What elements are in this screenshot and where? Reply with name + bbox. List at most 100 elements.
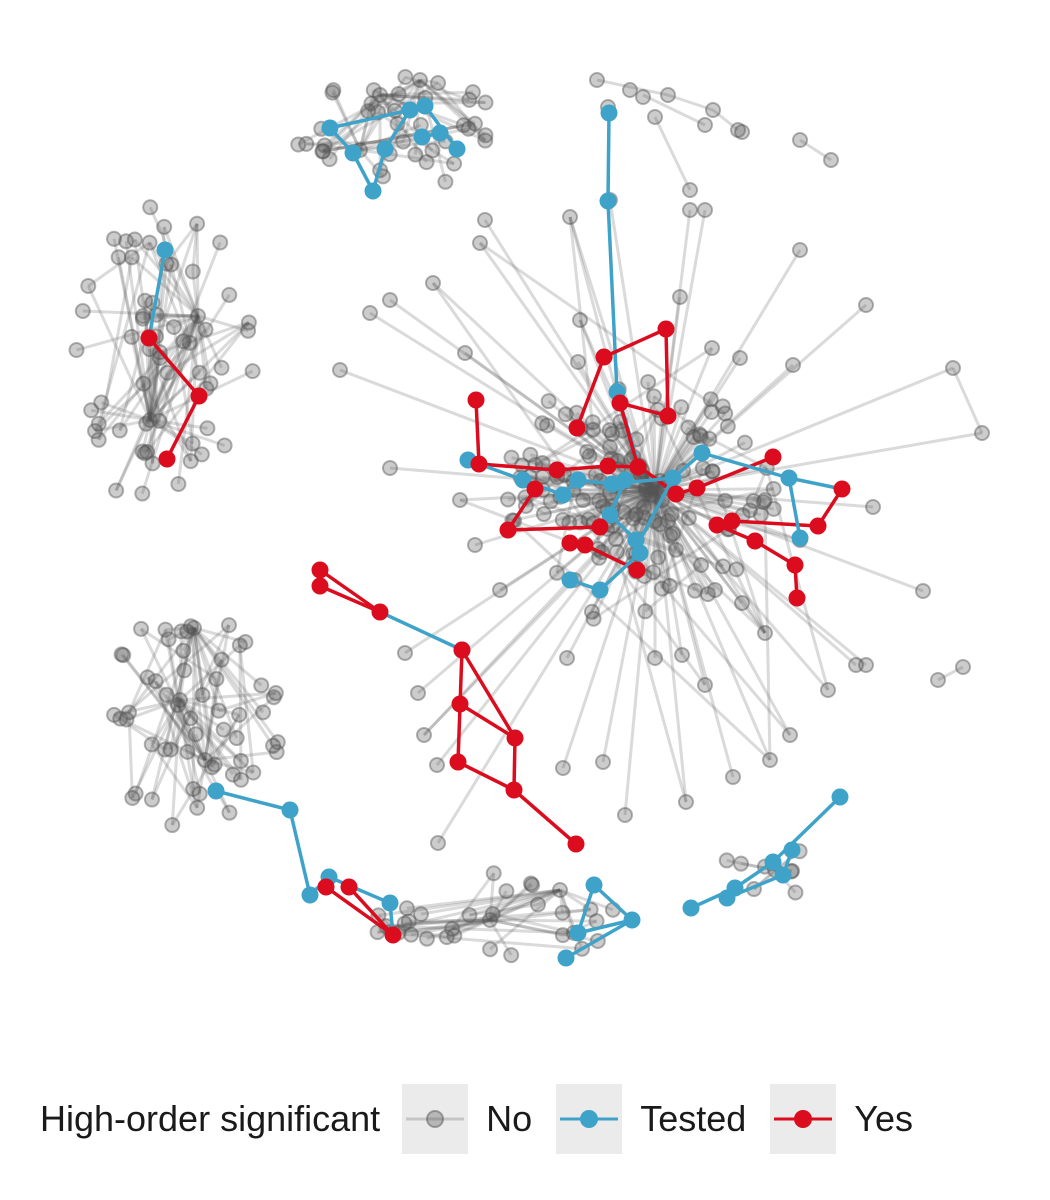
node-no [755, 494, 772, 511]
node-no [662, 527, 679, 544]
node-no [680, 419, 697, 436]
node-tested [207, 782, 225, 800]
node-no [484, 905, 501, 922]
edge-no [610, 457, 656, 492]
node-tested [281, 801, 299, 819]
edge-no [446, 888, 561, 939]
node-no [199, 420, 216, 437]
edge-no [436, 489, 657, 844]
node-yes [595, 348, 613, 366]
edge-no [653, 489, 744, 604]
edge-no [565, 489, 657, 659]
node-no [693, 556, 710, 573]
edge-no [178, 698, 242, 762]
edge-no [654, 303, 867, 492]
edge-no [90, 408, 151, 422]
edge-no [148, 241, 222, 421]
node-tested [301, 886, 319, 904]
edge-no [645, 485, 656, 492]
node-no [728, 561, 745, 578]
node-no [756, 492, 773, 509]
edge-no [144, 315, 200, 425]
node-no [382, 460, 398, 476]
node-no [396, 915, 413, 932]
node-no [685, 429, 702, 446]
edge-no [386, 908, 591, 928]
edge-no [653, 489, 717, 591]
edge-no [170, 713, 241, 826]
node-no [233, 771, 250, 788]
edge-no [951, 367, 984, 434]
node-yes [764, 448, 782, 466]
edge-yes [696, 455, 774, 490]
node-no [678, 794, 694, 810]
edge-no [410, 918, 491, 937]
node-no [321, 151, 338, 168]
edge-no [575, 411, 657, 492]
edge-no [431, 281, 657, 492]
edge-no [373, 88, 486, 142]
edge-yes [319, 584, 381, 614]
node-no [134, 485, 151, 502]
node-no [425, 275, 441, 291]
edge-no [141, 383, 152, 421]
node-no [159, 364, 176, 381]
edge-no [419, 78, 476, 125]
node-yes [659, 407, 677, 425]
edge-no [218, 691, 277, 713]
edge-no [149, 418, 208, 430]
edge-no [654, 366, 954, 492]
legend-swatch-yes [774, 1110, 833, 1128]
node-tested [682, 899, 700, 917]
node-no [733, 855, 750, 872]
edge-no [404, 918, 491, 926]
node-no [143, 791, 160, 808]
node-tested [603, 475, 621, 493]
edge-no [653, 395, 711, 440]
edge-no [196, 315, 207, 331]
node-no [210, 702, 227, 719]
nodes-significant [140, 97, 851, 967]
legend-label-no: No [486, 1098, 533, 1139]
edge-no [130, 699, 182, 799]
edge-no [173, 314, 199, 329]
edge-no [122, 654, 207, 761]
node-yes [158, 450, 176, 468]
node-no [734, 595, 750, 611]
node-no [704, 463, 721, 480]
node-no [762, 752, 778, 768]
edge-no [176, 315, 200, 485]
node-no [212, 234, 229, 251]
node-yes [451, 695, 469, 713]
node-no [540, 393, 557, 410]
node-tested [401, 101, 419, 119]
edge-no [489, 888, 561, 951]
edge-no [596, 480, 602, 550]
node-no [172, 692, 188, 708]
node-no [139, 443, 156, 460]
edge-no [379, 93, 470, 102]
edge-no [86, 285, 152, 421]
node-tested [376, 140, 394, 158]
edge-no [119, 717, 206, 762]
edge-no [149, 418, 203, 456]
node-no [90, 415, 107, 432]
edge-no [653, 489, 672, 537]
edge-no [114, 315, 200, 492]
node-no [111, 422, 128, 439]
network-graph [68, 68, 990, 967]
edge-tested [565, 918, 633, 960]
edge-no [172, 326, 195, 444]
node-no [147, 673, 164, 690]
edge-no [513, 519, 772, 762]
edge-no [408, 918, 491, 923]
node-no [390, 86, 407, 103]
node-yes [833, 480, 851, 498]
node-no [661, 577, 678, 594]
edge-yes [324, 885, 395, 937]
node-no [559, 650, 575, 666]
edge-no [178, 631, 183, 701]
edge-no [651, 489, 657, 573]
edge-no [422, 488, 657, 737]
node-no [595, 754, 611, 770]
